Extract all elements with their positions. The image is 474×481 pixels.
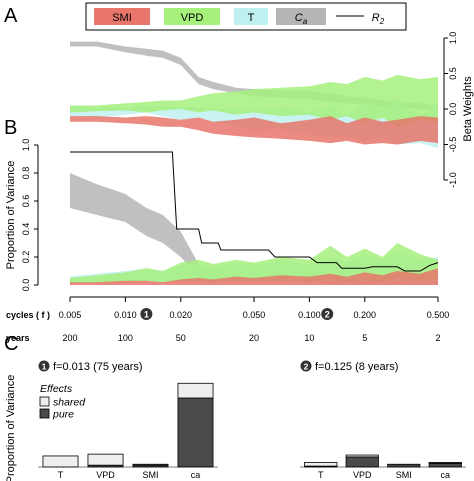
panel-c2-bar-pure-vpd [345,456,379,468]
legend-label-smi: SMI [112,12,132,24]
panel-c2-category-label: SMI [396,470,412,480]
panel-c2-title: f=0.125 (8 years) [315,361,398,373]
panel-c2-chart: 2 f=0.125 (8 years) T VPD SMI ca [300,360,466,480]
x-axis-marker-label: 2 [325,310,330,320]
panel-b-y-axis-label: Proportion of Variance [5,161,17,270]
panel-c1-title: f=0.013 (75 years) [53,361,143,373]
panel-a-y-tick-label: -1.0 [448,172,458,188]
panel-c1-title-marker-label: 1 [42,361,47,371]
panel-c2-bar-shared-t [304,461,338,467]
panel-b-band-smi [70,268,438,285]
panel-label-b: B [4,117,17,139]
x-axis-cycles-tick-label: 0.100 [298,310,321,320]
panel-a-y-tick-label: 0.0 [448,103,458,116]
x-axis-years-tick-label: 20 [249,333,259,343]
legend-item-smi: SMI [94,8,150,25]
panel-b-y-tick-label: 0.8 [21,167,31,180]
panel-c1-bar-pure-ca [177,397,214,468]
x-axis-marker-label: 1 [144,310,149,320]
panel-a-chart: -1.0 -0.5 0.0 0.5 1.0 Beta Weights [70,32,474,188]
panel-a-y-tick-label: 0.5 [448,67,458,80]
panel-c1-legend-swatch-shared [39,396,50,407]
legend: SMI VPD T Ca R2 [85,2,407,31]
panel-c1-category-label: VPD [96,470,115,480]
legend-item-ca: Ca [276,8,326,26]
x-axis-years-tick-label: 50 [176,333,186,343]
panel-label-a: A [4,5,18,27]
panel-c1-title-marker [38,360,50,372]
panel-c1-bar-shared-t [42,455,79,468]
panel-c2-title-marker-label: 2 [304,361,309,371]
legend-label-t: T [248,12,255,24]
panel-c1-category-label: T [58,470,64,480]
panel-c2-category-label: ca [440,470,450,480]
panel-c1-legend-label-pure: pure [52,409,74,421]
panel-b-y-tick-label: 0.0 [21,279,31,292]
panel-c1-bar-shared-smi [132,463,169,466]
legend-swatch-smi [94,8,150,25]
x-axis-cycles-tick-label: 0.005 [59,310,82,320]
panel-a-band-smi [70,116,438,145]
panel-b-band-c-a [70,173,438,284]
legend-label-vpd: VPD [181,12,204,24]
panel-c1-y-axis-label: Proportion of Variance [5,375,17,481]
x-axis-years-tick-label: 2 [435,333,440,343]
panel-c1-legend-title: Effects [40,383,73,395]
panel-a-y-axis-label: Beta Weights [462,76,474,142]
panel-c1-bar-shared-ca [177,382,214,399]
panel-a-y-tick-label: 1.0 [448,32,458,45]
legend-item-t: T [234,8,268,25]
legend-label-ca-sub: a [303,17,308,26]
x-axis-cycles-tick-label: 0.010 [114,310,137,320]
panel-c1-chart: 1 f=0.013 (75 years) T VPD SMI ca Proportion o… [5,360,218,481]
x-axis-years-tick-label: 200 [62,333,77,343]
legend-swatch-ca [276,8,326,25]
panel-b-y-tick-label: 0.4 [21,223,31,236]
x-axis-cycles-tick-label: 0.200 [354,310,377,320]
panel-c2-category-label: VPD [353,470,372,480]
panel-c1-bar-shared-vpd [87,453,124,466]
x-axis-marker-circle [321,308,334,320]
frequency-axis: cycles ( f ) 0.005 0.010 0.020 0.050 0.100 0.2… [6,296,450,343]
x-axis-years-tick-label: 100 [118,333,133,343]
x-axis-years-tick-label: 10 [304,333,314,343]
panel-c2-bar-shared-ca [428,461,462,464]
x-axis-years-label: years [6,333,30,343]
panel-c1-category-label: SMI [142,470,158,480]
panel-c2-category-label: T [318,470,324,480]
panel-b-y-tick-label: 0.2 [21,251,31,264]
panel-b-chart: 0.0 0.2 0.4 0.6 0.8 1.0 Proportion of Variance [5,139,439,292]
panel-a-y-tick-label: -0.5 [448,137,458,153]
x-axis-cycles-label: cycles ( f ) [6,310,50,320]
x-axis-cycles-tick-label: 0.020 [170,310,193,320]
x-axis-marker-circle [140,308,153,320]
legend-swatch-vpd [164,8,220,25]
panel-c2-bar-pure-ca [428,462,462,468]
panel-b-y-tick-label: 0.6 [21,195,31,208]
x-axis-cycles-tick-label: 0.500 [427,310,450,320]
panel-c2-bar-pure-smi [387,463,421,468]
panel-c1-legend-label-shared: shared [53,397,86,409]
panel-label-c: C [4,333,18,355]
panel-b-y-tick-label: 1.0 [21,139,31,152]
panel-c2-title-marker [300,360,312,372]
x-axis-cycles-tick-label: 0.050 [243,310,266,320]
x-axis-years-tick-label: 5 [362,333,367,343]
panel-c1-category-label: ca [191,470,201,480]
panel-c2-bar-shared-vpd [345,454,379,458]
legend-label-r2-sub: 2 [379,17,385,26]
panel-b-band-vpd [70,243,438,284]
legend-swatch-t [234,8,268,25]
panel-b-line-r-2 [70,151,439,272]
legend-item-vpd: VPD [164,8,220,25]
panel-a-band-vpd [70,74,438,127]
panel-c1-legend-swatch-pure [39,408,50,419]
